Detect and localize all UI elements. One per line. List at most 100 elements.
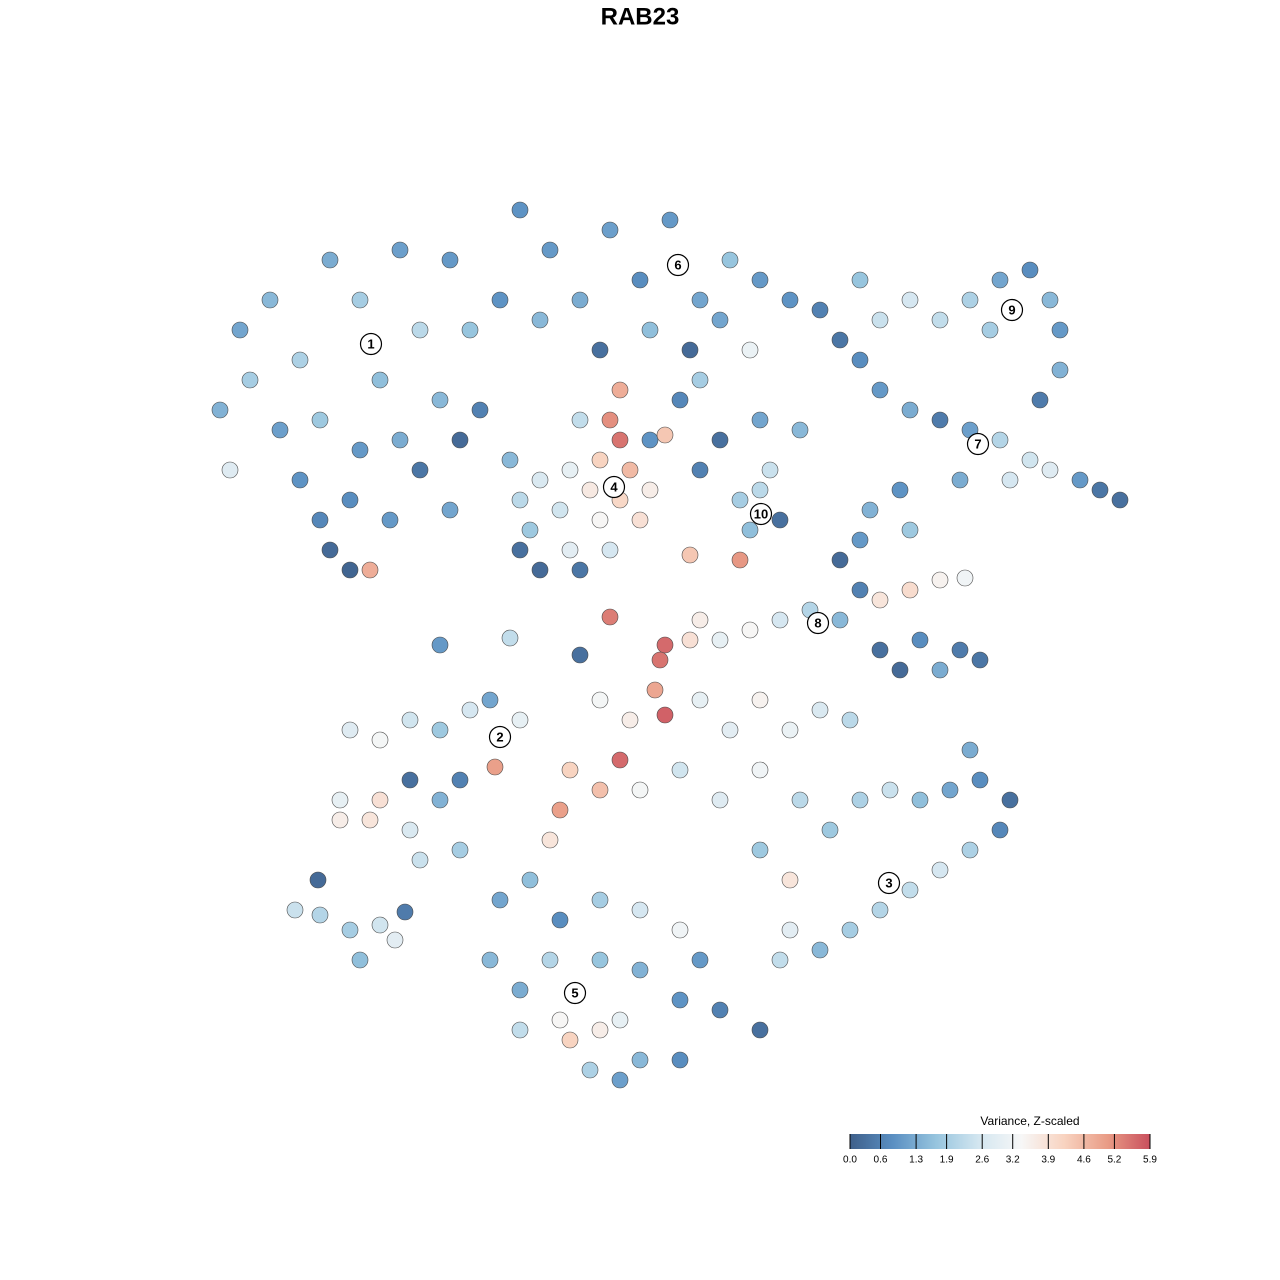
point xyxy=(611,1071,629,1089)
point xyxy=(901,291,919,309)
point xyxy=(751,841,769,859)
point xyxy=(451,431,469,449)
point xyxy=(631,1051,649,1069)
cluster-marker xyxy=(666,253,690,277)
point xyxy=(831,551,849,569)
cluster-label: 1 xyxy=(367,336,374,351)
point xyxy=(901,581,919,599)
point xyxy=(1051,361,1069,379)
point xyxy=(871,641,889,659)
point xyxy=(656,636,674,654)
point xyxy=(631,781,649,799)
point xyxy=(1071,471,1089,489)
point xyxy=(641,431,659,449)
point xyxy=(431,391,449,409)
colorbar-tick-label: 3.9 xyxy=(1041,1155,1055,1166)
point xyxy=(791,421,809,439)
point xyxy=(481,951,499,969)
point xyxy=(671,1051,689,1069)
point xyxy=(386,931,404,949)
point xyxy=(851,271,869,289)
point xyxy=(261,291,279,309)
point xyxy=(691,611,709,629)
cluster-label: 8 xyxy=(814,615,821,630)
point xyxy=(611,1011,629,1029)
point xyxy=(411,461,429,479)
point xyxy=(881,781,899,799)
cluster-marker xyxy=(877,871,901,895)
cluster-marker xyxy=(602,475,626,499)
point xyxy=(311,411,329,429)
point xyxy=(771,511,789,529)
point xyxy=(321,251,339,269)
point xyxy=(771,951,789,969)
point xyxy=(851,351,869,369)
point xyxy=(551,801,569,819)
point xyxy=(561,541,579,559)
point xyxy=(541,831,559,849)
point xyxy=(401,711,419,729)
point xyxy=(311,906,329,924)
point xyxy=(561,761,579,779)
point xyxy=(741,521,759,539)
point xyxy=(571,646,589,664)
point xyxy=(371,371,389,389)
point xyxy=(931,411,949,429)
point xyxy=(621,711,639,729)
point xyxy=(751,411,769,429)
point xyxy=(956,569,974,587)
point xyxy=(751,761,769,779)
point xyxy=(531,311,549,329)
point xyxy=(1021,451,1039,469)
point xyxy=(1021,261,1039,279)
point xyxy=(501,451,519,469)
cluster-label: 10 xyxy=(754,506,768,521)
point xyxy=(871,591,889,609)
point xyxy=(711,311,729,329)
point xyxy=(511,201,529,219)
point xyxy=(871,381,889,399)
point xyxy=(621,461,639,479)
point xyxy=(841,921,859,939)
point xyxy=(781,871,799,889)
point xyxy=(656,426,674,444)
colorbar-tick-label: 1.3 xyxy=(909,1155,923,1166)
point xyxy=(551,911,569,929)
point xyxy=(581,481,599,499)
point xyxy=(811,941,829,959)
point xyxy=(541,951,559,969)
point xyxy=(561,1031,579,1049)
point xyxy=(481,691,499,709)
point xyxy=(331,811,349,829)
point xyxy=(381,511,399,529)
point xyxy=(441,501,459,519)
point xyxy=(971,771,989,789)
cluster-marker xyxy=(749,502,773,526)
point xyxy=(911,791,929,809)
point xyxy=(531,561,549,579)
point xyxy=(241,371,259,389)
point xyxy=(611,381,629,399)
point xyxy=(491,891,509,909)
point xyxy=(601,221,619,239)
point xyxy=(791,791,809,809)
point xyxy=(341,921,359,939)
cluster-marker xyxy=(966,432,990,456)
point xyxy=(741,341,759,359)
point xyxy=(691,691,709,709)
cluster-label: 3 xyxy=(885,875,892,890)
point xyxy=(451,771,469,789)
point xyxy=(221,461,239,479)
cluster-marker xyxy=(488,725,512,749)
point xyxy=(831,331,849,349)
point xyxy=(961,291,979,309)
point xyxy=(671,391,689,409)
point xyxy=(571,411,589,429)
point xyxy=(671,921,689,939)
point xyxy=(491,291,509,309)
point xyxy=(581,1061,599,1079)
point xyxy=(661,211,679,229)
point xyxy=(411,851,429,869)
point xyxy=(831,611,849,629)
point xyxy=(901,881,919,899)
